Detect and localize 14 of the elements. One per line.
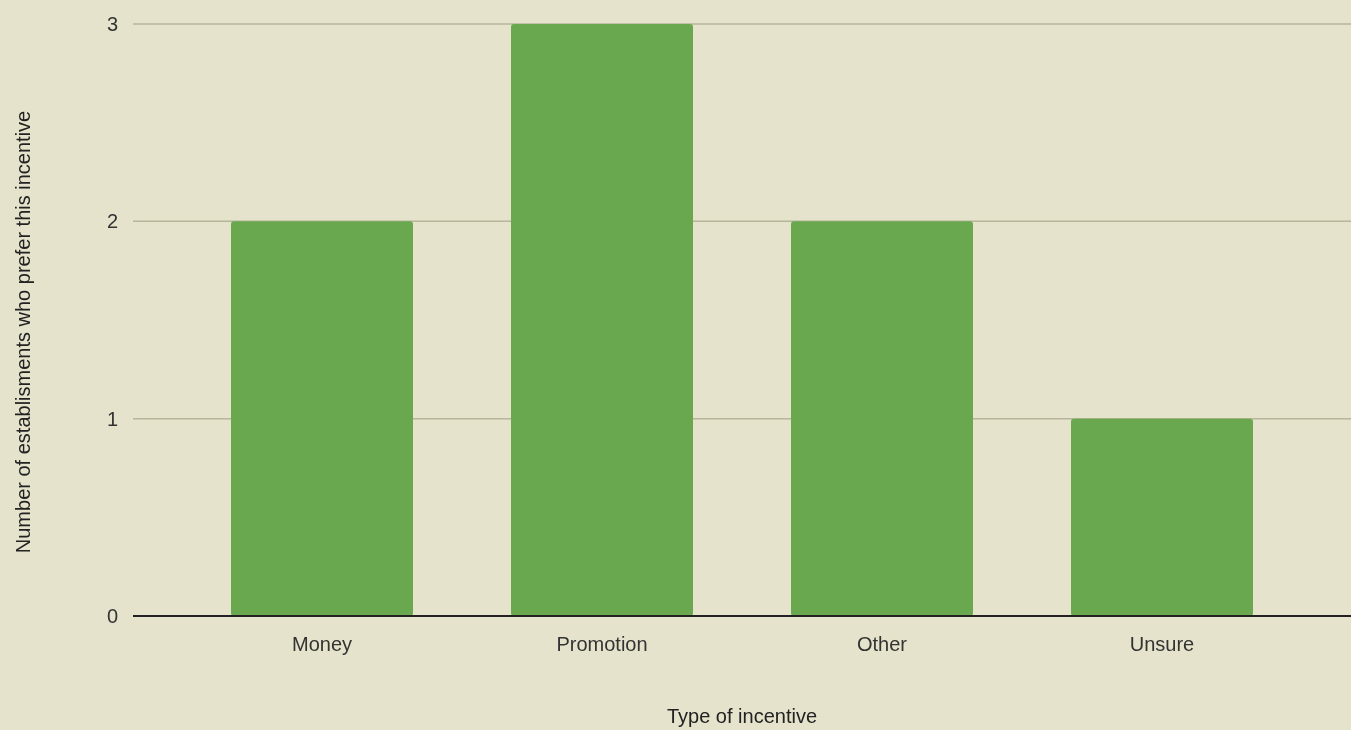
y-axis-title: Number of establisments who prefer this incentive — [12, 110, 34, 554]
y-tick-label: 3 — [106, 13, 118, 35]
bar — [231, 221, 413, 616]
x-tick-label: Money — [291, 633, 353, 655]
x-tick-label: Other — [856, 633, 908, 655]
bar — [791, 221, 973, 616]
y-tick-label: 1 — [106, 407, 118, 430]
y-tick-label: 0 — [106, 605, 118, 627]
bar — [511, 24, 693, 616]
y-tick-label: 2 — [106, 210, 118, 233]
x-tick-label: Promotion — [556, 633, 648, 655]
bar — [1071, 418, 1253, 616]
x-axis-title: Type of incentive — [666, 705, 818, 727]
x-tick-label: Unsure — [1129, 633, 1195, 655]
